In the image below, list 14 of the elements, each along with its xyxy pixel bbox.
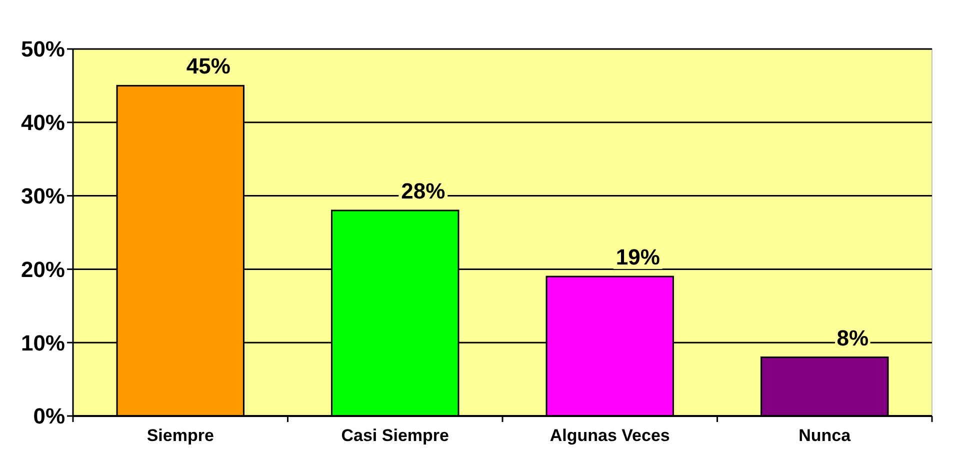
y-tick-label: 40% [20,110,65,136]
y-tick-label: 10% [20,330,65,356]
data-label: 28% [401,178,446,204]
y-tick-label: 50% [20,36,65,62]
data-label: 45% [186,54,230,79]
x-tick-label: Nunca [798,426,852,445]
data-label: 19% [616,244,660,270]
y-tick-label: 0% [33,404,65,429]
x-tick-label: Casi Siempre [341,426,449,445]
y-tick-label: 20% [20,256,65,282]
x-tick-label: Algunas Veces [550,426,670,445]
x-tick-label: Siempre [146,426,214,445]
y-tick-label: 30% [20,184,65,208]
data-label: 8% [836,325,869,350]
